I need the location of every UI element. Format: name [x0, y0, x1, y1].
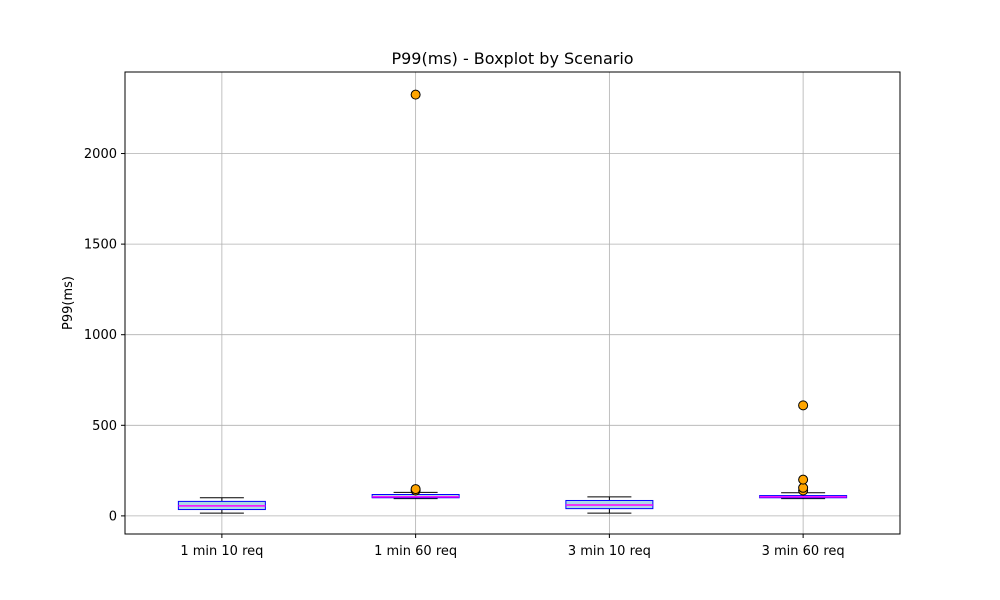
boxes [177, 89, 848, 514]
y-tick-label: 1500 [84, 238, 117, 253]
y-tick-label: 0 [109, 509, 117, 524]
outlier-point [798, 400, 809, 411]
grid-lines [125, 72, 900, 534]
outlier-point [798, 482, 809, 493]
y-axis-label: P99(ms) [61, 276, 76, 330]
axis-ticks: 0 500 1000 1500 2000 1 min 10 req 1 min 60 req… [84, 147, 845, 559]
box-group [371, 89, 460, 500]
y-tick-label: 2000 [84, 147, 117, 162]
x-tick-label: 1 min 60 req [374, 544, 457, 559]
outlier-point [410, 89, 421, 100]
x-tick-label: 3 min 10 req [568, 544, 651, 559]
outlier-point [798, 474, 809, 485]
box-group [759, 400, 848, 500]
x-tick-label: 1 min 10 req [180, 544, 263, 559]
x-tick-label: 3 min 60 req [762, 544, 845, 559]
y-tick-label: 500 [92, 419, 117, 434]
chart-title: P99(ms) - Boxplot by Scenario [391, 49, 633, 68]
box-group [177, 497, 266, 514]
y-tick-label: 1000 [84, 328, 117, 343]
outlier-point [410, 484, 421, 495]
plot-frame [124, 71, 901, 535]
box-group [565, 496, 654, 514]
